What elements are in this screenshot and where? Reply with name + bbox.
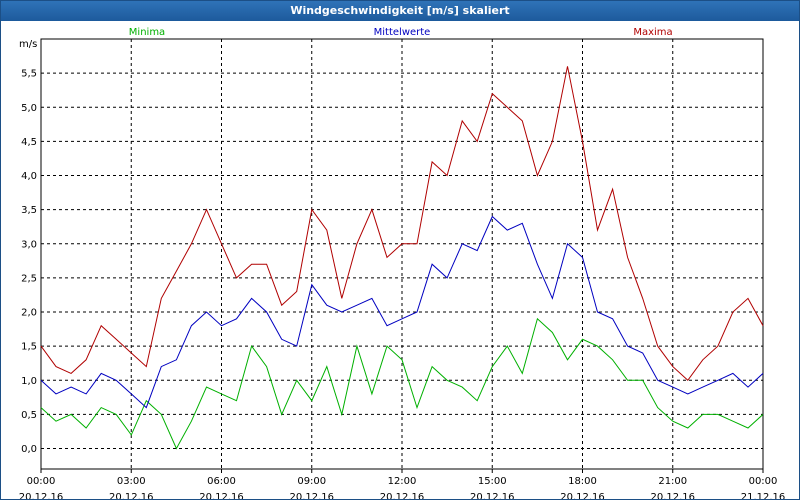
x-tick-date: 20.12.16 [650,492,695,499]
y-tick-label: 1,5 [21,342,37,353]
y-tick-label: 0,5 [21,410,37,421]
x-tick-date: 21.12.16 [741,492,786,499]
wind-speed-chart: 0,0 0,5 1,0 1,5 2,0 2,5 3,0 3,5 4,0 4,5 5,0 5,5 00:0… [19,27,786,499]
y-tick-label: 2,0 [21,308,37,319]
x-tick-time: 12:00 [388,476,417,487]
x-tick-time: 09:00 [297,476,326,487]
y-axis-unit-label: m/s [19,39,37,50]
series-line-mittelwerte [40,215,764,409]
x-tick-date: 20.12.16 [380,492,425,499]
x-tick-date: 20.12.16 [199,492,244,499]
data-series [40,66,764,450]
x-tick-time: 00:00 [749,476,778,487]
x-tick-time: 15:00 [478,476,507,487]
plot-area-border [40,38,764,470]
x-tick-date: 20.12.16 [560,492,605,499]
x-tick-time: 06:00 [207,476,236,487]
y-tick-label: 2,5 [21,273,37,284]
y-tick-label: 5,5 [21,69,37,80]
axes [40,38,764,473]
x-tick-time: 00:00 [27,476,56,487]
x-tick-date: 20.12.16 [19,492,64,499]
y-tick-label: 4,5 [21,137,37,148]
x-tick-time: 21:00 [658,476,687,487]
x-tick-time: 18:00 [568,476,597,487]
legend-minima: Minima [129,27,165,38]
x-tick-date: 20.12.16 [289,492,334,499]
x-tick-time: 03:00 [117,476,146,487]
legend-maxima: Maxima [633,27,672,38]
chart-title: Windgeschwindigkeit [m/s] skaliert [1,1,799,21]
series-line-maxima [40,66,764,382]
y-tick-label: 1,0 [21,376,37,387]
grid-lines [41,39,763,469]
tick-labels: 0,0 0,5 1,0 1,5 2,0 2,5 3,0 3,5 4,0 4,5 5,0 5,5 00:0… [19,69,786,499]
series-line-minima [40,317,764,450]
x-tick-date: 20.12.16 [470,492,515,499]
y-tick-label: 4,0 [21,171,37,182]
legend-mittelwerte: Mittelwerte [374,27,431,38]
y-tick-label: 3,5 [21,205,37,216]
x-tick-date: 20.12.16 [109,492,154,499]
y-tick-label: 3,0 [21,239,37,250]
y-tick-label: 5,0 [21,103,37,114]
y-tick-label: 0,0 [21,444,37,455]
